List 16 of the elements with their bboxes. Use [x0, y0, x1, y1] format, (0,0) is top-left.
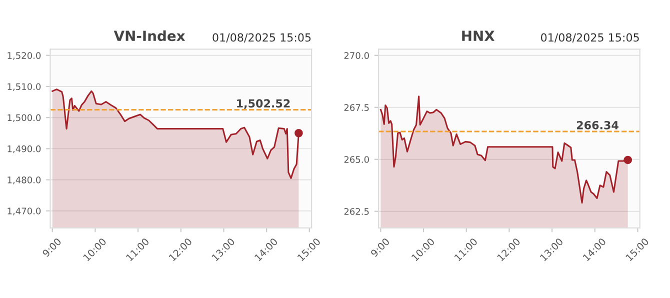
- y-tick-label: 1,520.0: [8, 52, 41, 60]
- y-tick-label: 1,470.0: [8, 208, 41, 216]
- y-tick-label: 262.5: [344, 208, 369, 215]
- y-tick-label: 1,490.0: [8, 145, 41, 154]
- chart-title: HNX: [462, 30, 495, 41]
- y-tick-label: 267.5: [344, 104, 369, 111]
- chart-title: VN-Index: [114, 30, 186, 42]
- chart-subtitle: 01/08/2025 15:05: [540, 33, 639, 43]
- chart-subtitle: 01/08/2025 15:05: [212, 33, 311, 43]
- y-tick-label: 1,500.0: [8, 114, 41, 122]
- y-tick-label: 270.0: [344, 52, 369, 59]
- y-tick-label: 1,510.0: [8, 83, 41, 91]
- y-tick-label: 1,480.0: [8, 176, 41, 184]
- ref-line-label: 1,502.52: [237, 99, 290, 110]
- y-tick-label: 265.0: [344, 156, 369, 163]
- ref-line-label: 266.34: [576, 120, 618, 130]
